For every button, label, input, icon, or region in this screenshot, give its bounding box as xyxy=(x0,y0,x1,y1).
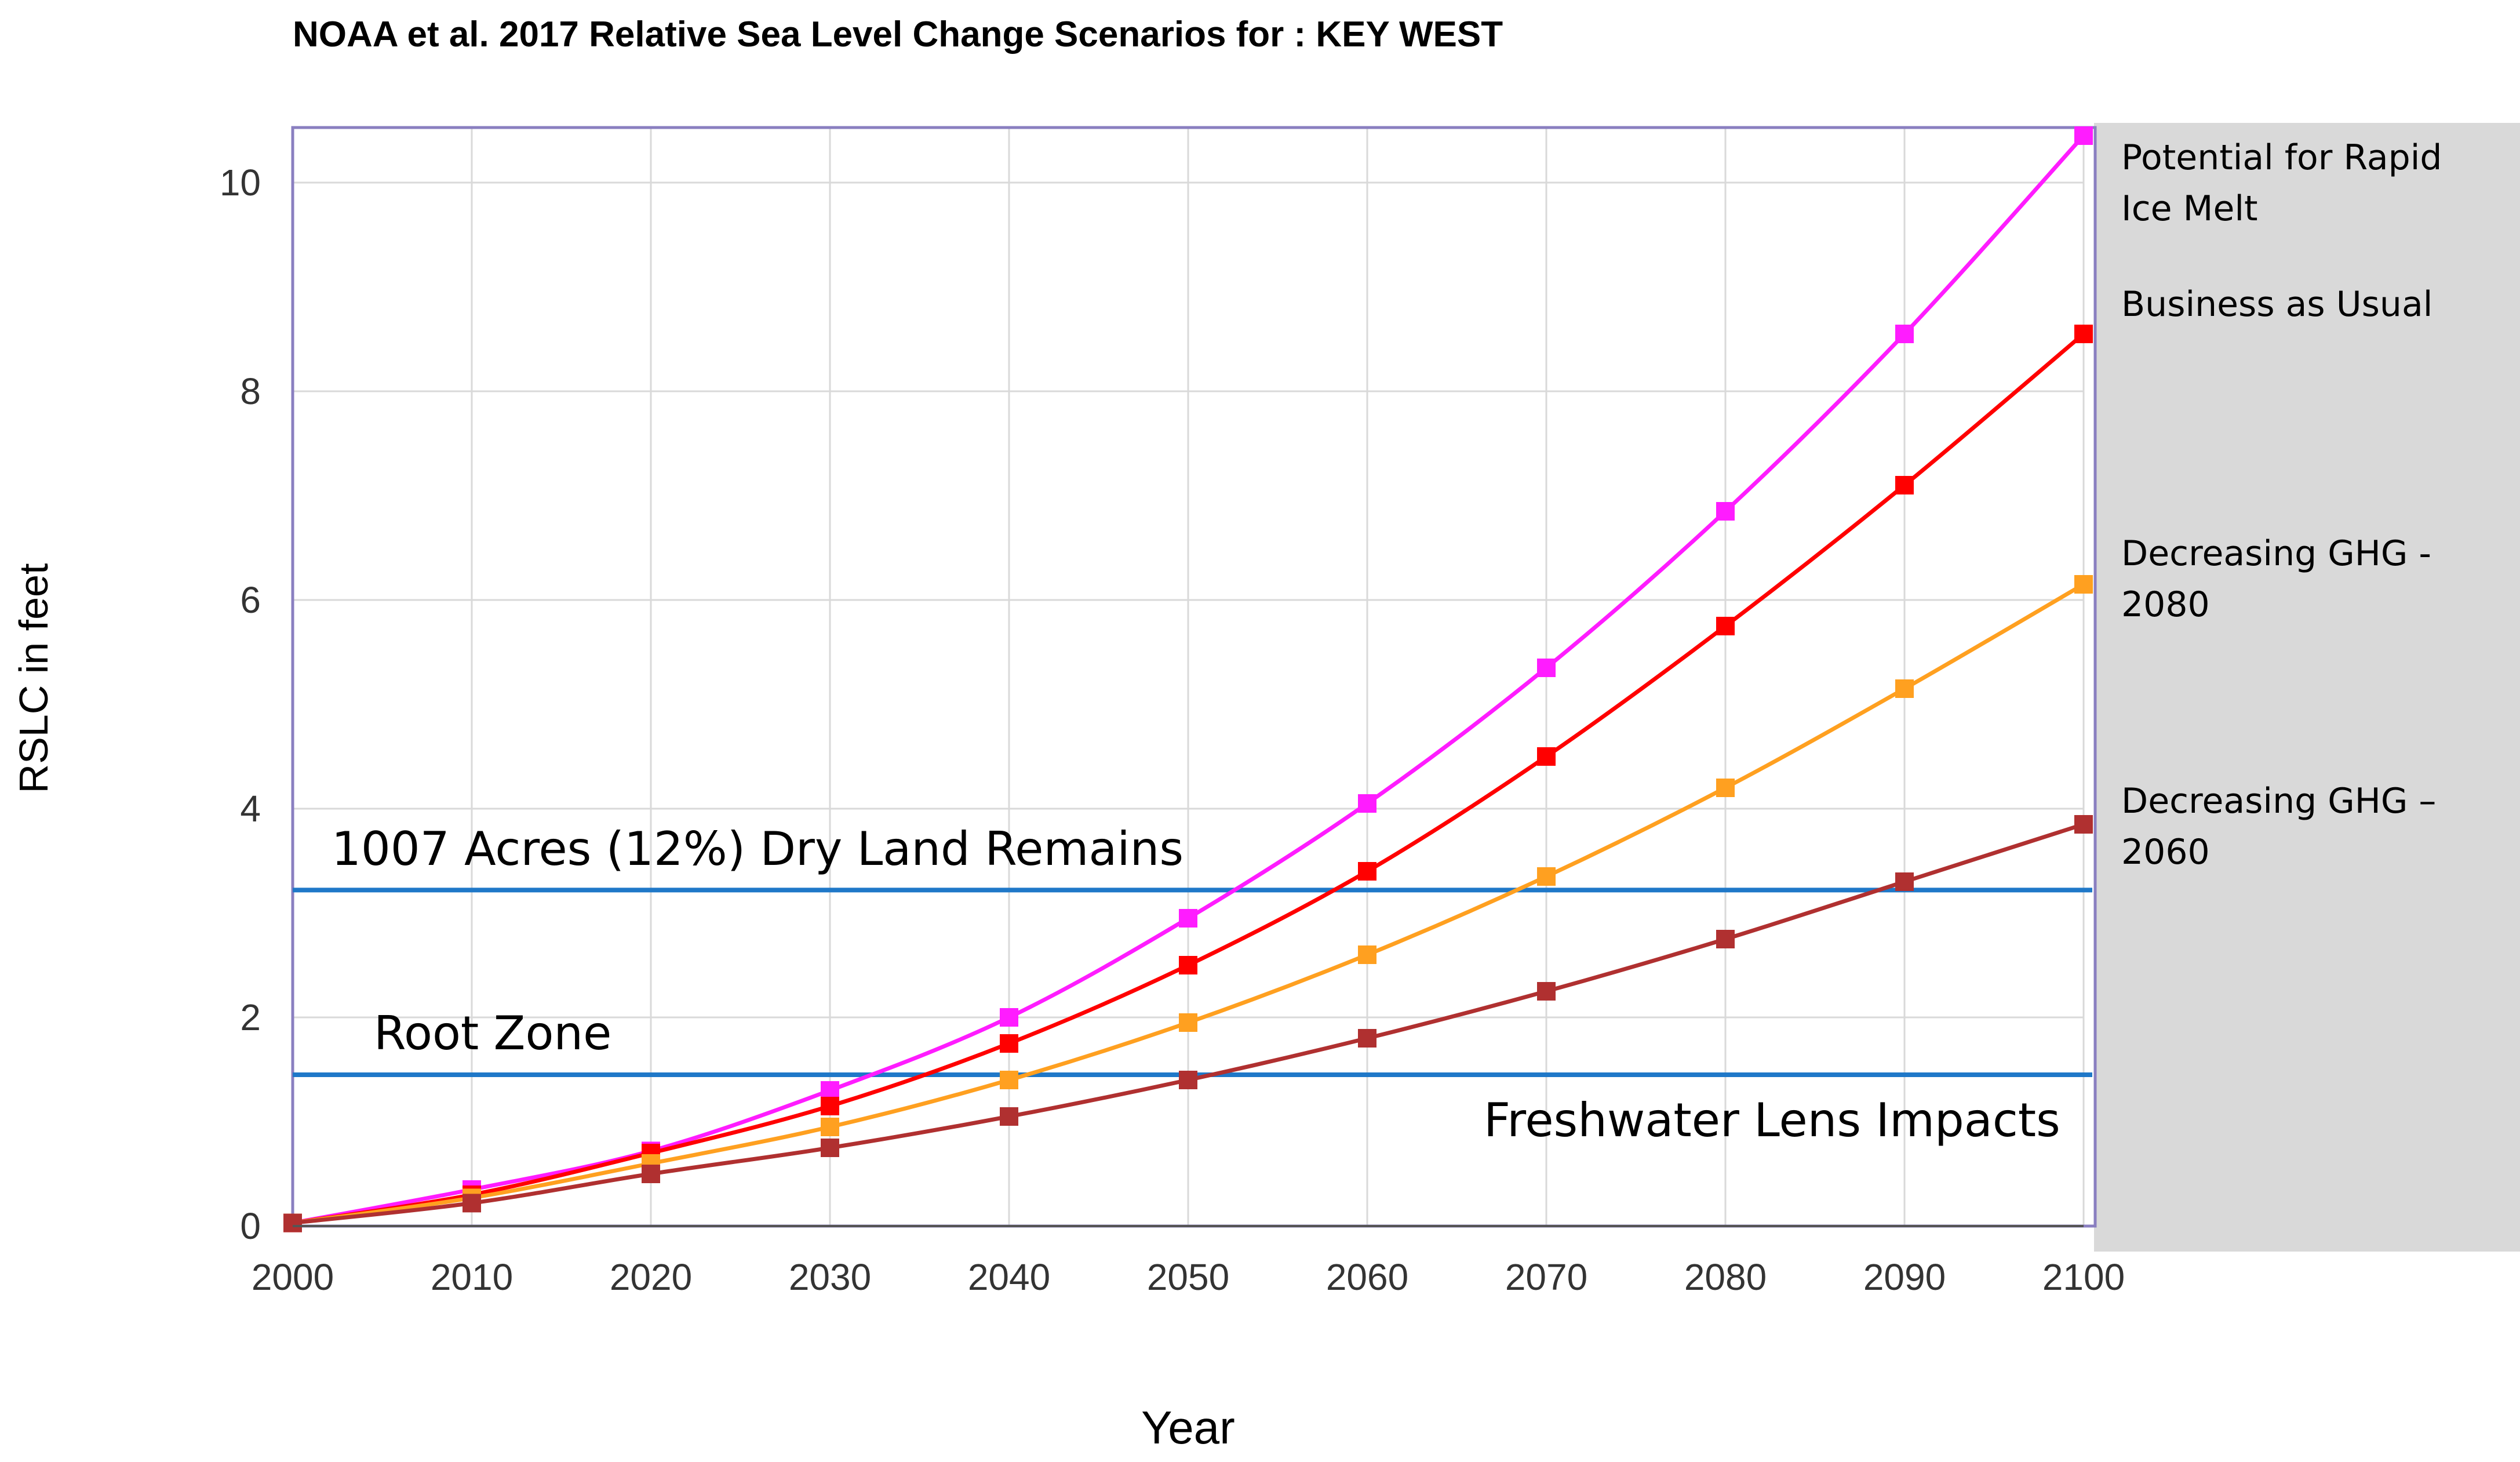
root-zone-label: Root Zone xyxy=(374,1006,611,1060)
series-1-point-2100 xyxy=(2074,325,2093,343)
freshwater-lens-label: Freshwater Lens Impacts xyxy=(1484,1093,2060,1147)
series-1-point-2030 xyxy=(821,1097,839,1115)
x-tick-label-2050: 2050 xyxy=(1147,1256,1229,1298)
y-tick-label-4: 4 xyxy=(240,788,261,830)
legend-ghg2060-line-1: Decreasing GHG – xyxy=(2121,781,2436,821)
series-2-point-2050 xyxy=(1179,1013,1197,1032)
series-3-point-2000 xyxy=(283,1213,302,1232)
x-tick-label-2070: 2070 xyxy=(1505,1256,1587,1298)
series-3-point-2010 xyxy=(463,1194,481,1213)
x-tick-label-2040: 2040 xyxy=(968,1256,1050,1298)
x-tick-label-2060: 2060 xyxy=(1326,1256,1408,1298)
series-1-point-2070 xyxy=(1537,747,1556,766)
series-0-point-2050 xyxy=(1179,909,1197,928)
legend-decreasing-ghg-2080: Decreasing GHG - 2080 xyxy=(2121,533,2442,625)
x-tick-label-2000: 2000 xyxy=(252,1256,334,1298)
legend-ghg2080-line-2: 2080 xyxy=(2121,584,2210,625)
series-1-point-2050 xyxy=(1179,956,1197,974)
dry-land-label: 1007 Acres (12%) Dry Land Remains xyxy=(332,822,1183,876)
y-tick-label-2: 2 xyxy=(240,997,261,1038)
series-2-point-2070 xyxy=(1537,867,1556,886)
series-lines xyxy=(283,126,2093,1232)
series-0-point-2060 xyxy=(1358,794,1376,813)
y-axis: 0 2 4 6 8 10 xyxy=(220,162,261,1247)
series-3-point-2050 xyxy=(1179,1071,1197,1089)
series-3 xyxy=(283,815,2093,1232)
series-3-point-2040 xyxy=(1000,1107,1018,1126)
legend-rapid-line-1: Potential for Rapid xyxy=(2121,137,2442,178)
series-line-1 xyxy=(292,332,2085,1225)
y-tick-label-10: 10 xyxy=(220,162,261,203)
series-1-point-2090 xyxy=(1895,476,1914,494)
legend-ghg2080-line-1: Decreasing GHG - xyxy=(2121,533,2431,574)
x-tick-label-2100: 2100 xyxy=(2042,1256,2125,1298)
series-1-point-2080 xyxy=(1716,617,1735,635)
series-3-point-2100 xyxy=(2074,815,2093,834)
series-3-point-2030 xyxy=(821,1139,839,1157)
y-tick-label-8: 8 xyxy=(240,370,261,412)
x-tick-label-2090: 2090 xyxy=(1863,1256,1946,1298)
x-axis-title: Year xyxy=(1141,1402,1235,1453)
x-axis: 2000 2010 2020 2030 2040 2050 2060 2070 2080 2090… xyxy=(252,1225,2125,1298)
series-0-point-2030 xyxy=(821,1081,839,1100)
legend-rapid-line-2: Ice Melt xyxy=(2121,188,2258,229)
series-3-point-2020 xyxy=(642,1165,660,1183)
x-tick-label-2020: 2020 xyxy=(610,1256,692,1298)
legend-decreasing-ghg-2060: Decreasing GHG – 2060 xyxy=(2121,781,2448,872)
x-tick-label-2010: 2010 xyxy=(431,1256,513,1298)
series-2-point-2090 xyxy=(1895,679,1914,698)
series-0-point-2080 xyxy=(1716,502,1735,521)
x-tick-label-2080: 2080 xyxy=(1684,1256,1767,1298)
legend: Potential for Rapid Ice Melt Business as… xyxy=(2121,137,2453,872)
series-2-point-2030 xyxy=(821,1118,839,1136)
series-2-point-2100 xyxy=(2074,575,2093,594)
y-axis-title: RSLC in feet xyxy=(11,563,56,794)
legend-business-as-usual: Business as Usual xyxy=(2121,284,2432,325)
y-tick-label-0: 0 xyxy=(240,1205,261,1247)
series-2-point-2080 xyxy=(1716,779,1735,797)
series-1-point-2060 xyxy=(1358,862,1376,881)
legend-ghg2060-line-2: 2060 xyxy=(2121,832,2210,872)
series-2-point-2040 xyxy=(1000,1071,1018,1089)
series-3-point-2080 xyxy=(1716,930,1735,948)
legend-rapid-ice-melt: Potential for Rapid Ice Melt xyxy=(2121,137,2453,229)
series-1-point-2040 xyxy=(1000,1034,1018,1053)
series-0-point-2090 xyxy=(1895,325,1914,343)
series-line-2 xyxy=(292,582,2085,1225)
x-tick-label-2030: 2030 xyxy=(789,1256,871,1298)
chart-title: NOAA et al. 2017 Relative Sea Level Chan… xyxy=(293,14,1503,54)
series-2-point-2060 xyxy=(1358,945,1376,964)
series-0-point-2040 xyxy=(1000,1008,1018,1027)
series-0-point-2100 xyxy=(2074,126,2093,145)
y-tick-label-6: 6 xyxy=(240,579,261,621)
legend-bau-line-1: Business as Usual xyxy=(2121,284,2432,325)
series-3-point-2070 xyxy=(1537,982,1556,1001)
legend-panel xyxy=(2094,123,2520,1252)
series-3-point-2060 xyxy=(1358,1029,1376,1048)
series-3-point-2090 xyxy=(1895,872,1914,891)
series-0-point-2070 xyxy=(1537,659,1556,677)
